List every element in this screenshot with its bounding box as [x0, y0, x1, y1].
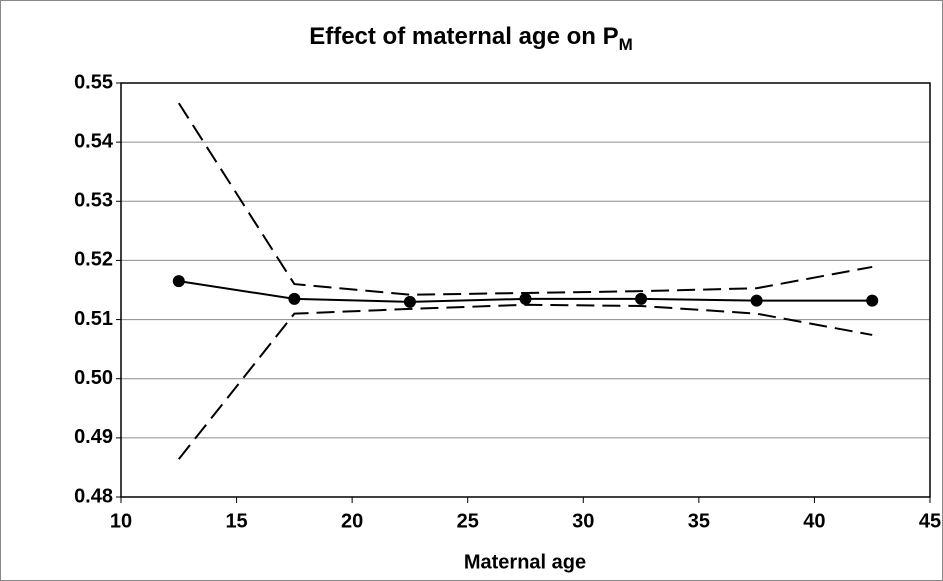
x-tick-label: 25	[457, 510, 479, 532]
y-tick-label: 0.50	[74, 367, 113, 389]
y-tick-label: 0.51	[74, 308, 113, 330]
dashed-line	[177, 102, 873, 296]
marker	[172, 275, 185, 288]
y-tick-label: 0.53	[74, 190, 113, 212]
y-tick-label: 0.52	[74, 249, 113, 271]
plot-area	[120, 82, 931, 498]
title-subscript: M	[619, 35, 633, 54]
marker	[519, 292, 532, 305]
marker	[403, 295, 416, 308]
chart-title: Effect of maternal age on PM	[309, 23, 633, 54]
x-tick-label: 20	[341, 510, 363, 532]
x-axis-label: Maternal age	[464, 551, 586, 573]
x-tick-label: 15	[225, 510, 247, 532]
x-tick-label: 10	[110, 510, 132, 532]
y-tick-label: 0.48	[74, 485, 113, 507]
marker	[866, 294, 879, 307]
marker	[288, 292, 301, 305]
x-tick-label: 40	[803, 510, 825, 532]
x-tick-label: 30	[572, 510, 594, 532]
marker	[750, 294, 763, 307]
y-tick-label: 0.49	[74, 426, 113, 448]
dashed-line	[178, 303, 873, 460]
title-main: Effect of maternal age on P	[309, 23, 618, 50]
x-tick-label: 35	[688, 510, 710, 532]
y-tick-label: 0.55	[74, 71, 113, 93]
marker	[635, 292, 648, 305]
y-tick-label: 0.54	[74, 130, 114, 152]
x-tick-label: 45	[919, 510, 941, 532]
